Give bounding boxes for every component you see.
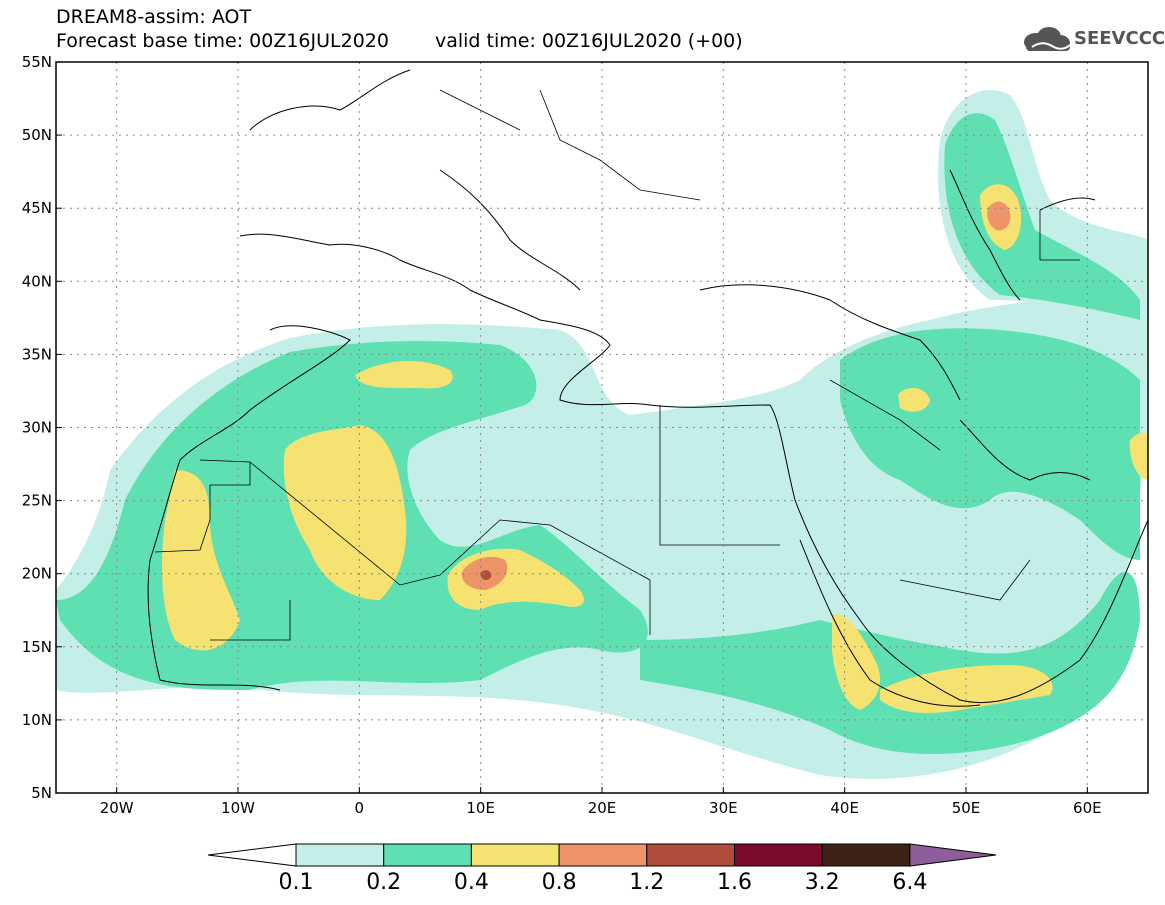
lat-tick-label: 25N	[22, 492, 52, 510]
lat-tick-label: 20N	[22, 565, 52, 583]
lon-tick-label: 20W	[100, 799, 134, 817]
valid-time: valid time: 00Z16JUL2020 (+00)	[434, 30, 743, 52]
lon-tick-label: 60E	[1073, 799, 1102, 817]
logo-text: SEEVCCC	[1074, 28, 1165, 49]
colorbar	[207, 843, 997, 867]
map-title: DREAM8-assim: AOT	[56, 6, 252, 28]
colorbar-low-extension	[207, 843, 297, 867]
lat-tick-label: 55N	[22, 53, 52, 71]
lon-tick-label: 30E	[709, 799, 738, 817]
colorbar-segment	[295, 843, 385, 867]
colorbar-label: 3.2	[804, 870, 840, 895]
colorbar-segment	[470, 843, 560, 867]
colorbar-segment	[646, 843, 735, 867]
graticule	[56, 62, 1148, 793]
lon-tick-label: 0	[355, 799, 365, 817]
lat-tick-label: 50N	[22, 126, 52, 144]
latitude-labels: 55N 50N 45N 40N 35N 30N 25N 20N 15N 10N 5N	[22, 53, 52, 802]
coastlines	[147, 69, 1148, 707]
lat-tick-label: 45N	[22, 199, 52, 217]
lat-tick-label: 30N	[22, 419, 52, 437]
lat-tick-label: 40N	[22, 272, 52, 290]
colorbar-segment	[734, 843, 823, 867]
colorbar-segment	[558, 843, 648, 867]
lat-tick-label: 10N	[22, 711, 52, 729]
lon-tick-label: 10E	[466, 799, 495, 817]
lat-tick-label: 15N	[22, 638, 52, 656]
lon-tick-label: 40E	[830, 799, 859, 817]
base-time: Forecast base time: 00Z16JUL2020	[56, 30, 389, 52]
longitude-labels: 20W 10W 0 10E 20E 30E 40E 50E 60E	[100, 799, 1102, 817]
axis-ticks	[56, 61, 1088, 794]
colorbar-label: 0.2	[366, 870, 402, 895]
forecast-times: Forecast base time: 00Z16JUL2020 valid ti…	[56, 30, 743, 52]
colorbar-segment	[821, 843, 911, 867]
colorbar-label: 0.1	[278, 870, 314, 895]
lat-tick-label: 35N	[22, 345, 52, 363]
colorbar-high-extension	[909, 843, 997, 867]
aot-band-1.2-1.6	[480, 570, 492, 581]
colorbar-label: 0.8	[541, 870, 577, 895]
lon-tick-label: 20E	[588, 799, 617, 817]
borders	[154, 89, 1080, 641]
seevccc-logo: SEEVCCC	[1018, 24, 1165, 56]
colorbar-label: 6.4	[892, 870, 928, 895]
lat-tick-label: 5N	[31, 784, 52, 802]
colorbar-segment	[383, 843, 472, 867]
lon-tick-label: 10W	[221, 799, 255, 817]
colorbar-label: 0.4	[453, 870, 489, 895]
aot-band-0.4-0.8	[162, 184, 1148, 713]
colorbar-label: 1.6	[717, 870, 752, 895]
aot-field	[56, 69, 1148, 779]
cloud-logo-icon	[1024, 27, 1071, 51]
colorbar-label: 1.2	[629, 870, 665, 895]
lon-tick-label: 50E	[952, 799, 981, 817]
